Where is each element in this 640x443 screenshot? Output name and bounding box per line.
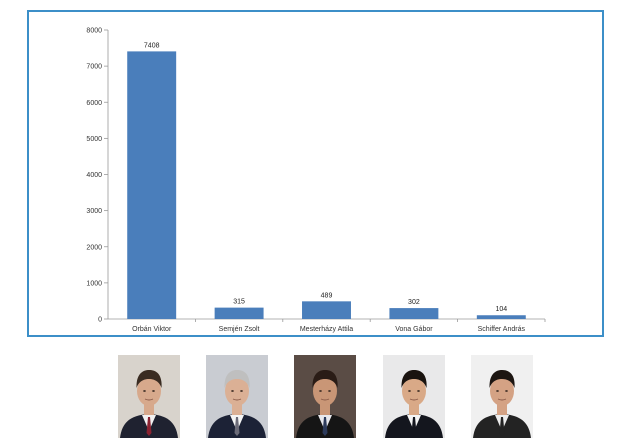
y-tick-label: 2000 bbox=[86, 244, 102, 251]
category-label: Schiffer András bbox=[478, 326, 526, 333]
mesterhazy-attila-portrait bbox=[294, 355, 356, 438]
category-label: Mesterházy Attila bbox=[300, 326, 353, 333]
y-tick-label: 7000 bbox=[86, 64, 102, 71]
y-tick-label: 5000 bbox=[86, 136, 102, 143]
y-tick-label: 3000 bbox=[86, 208, 102, 215]
data-label: 302 bbox=[408, 299, 420, 306]
y-tick-label: 4000 bbox=[86, 172, 102, 179]
bar-chart: 0 1000 2000 3000 4000 5000 6000 7000 8000 7408 Orb… bbox=[86, 28, 546, 333]
y-tick-label: 0 bbox=[98, 317, 102, 324]
data-label: 7408 bbox=[144, 42, 160, 49]
chart-frame: 0 1000 2000 3000 4000 5000 6000 7000 8000 7408 Orb… bbox=[27, 10, 604, 337]
bar bbox=[214, 307, 264, 319]
y-tick-label: 1000 bbox=[86, 280, 102, 287]
data-label: 315 bbox=[233, 299, 245, 306]
semjen-zsolt-portrait bbox=[206, 355, 268, 438]
bar bbox=[389, 308, 439, 319]
bar bbox=[302, 301, 351, 319]
category-label: Vona Gábor bbox=[395, 326, 433, 333]
schiffer-andras-portrait bbox=[471, 355, 533, 438]
category-label: Semjén Zsolt bbox=[219, 326, 260, 333]
bar bbox=[476, 315, 526, 319]
category-label: Orbán Viktor bbox=[132, 326, 172, 333]
y-tick-label: 6000 bbox=[86, 100, 102, 107]
data-label: 489 bbox=[321, 292, 333, 299]
orban-viktor-portrait bbox=[118, 355, 180, 438]
bar bbox=[127, 51, 177, 320]
vona-gabor-portrait bbox=[383, 355, 445, 438]
y-tick-label: 8000 bbox=[86, 28, 102, 35]
data-label: 104 bbox=[495, 306, 507, 313]
